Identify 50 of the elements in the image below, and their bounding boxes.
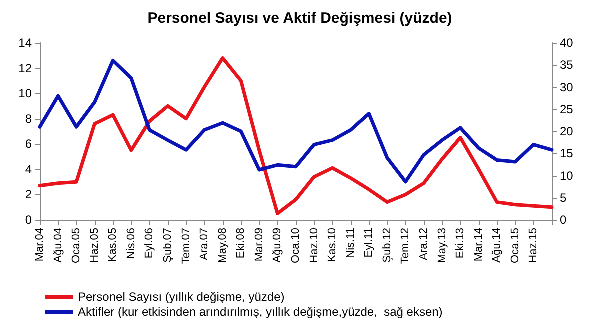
y-tick-label: 10 [18,86,32,101]
x-tick-label: Oca.15 [509,228,522,264]
x-tick-label: Mar.14 [472,228,485,262]
y2-tick-label: 10 [560,168,574,183]
y2-tick-label: 30 [560,80,574,94]
y-tick-label: 14 [18,36,32,50]
x-tick-label: Eki.13 [454,228,467,259]
y2-tick-label: 5 [560,190,567,205]
x-tick-label: Nis.06 [125,228,138,260]
y2-tick-label: 0 [560,213,567,227]
y2-tick-label: 20 [560,124,574,138]
x-tick-label: Mar.09 [253,228,266,262]
x-tick-label: Şub.12 [381,228,394,263]
x-tick-label: Ağu.14 [491,228,504,263]
x-tick-label: Kas.10 [326,228,339,262]
x-tick-label: Kas.05 [107,228,120,262]
y-tick-label: 12 [18,61,32,76]
x-tick-label: Oca.05 [70,228,83,264]
x-tick-label: Oca.10 [290,228,302,264]
x-tick-label: Eyl.11 [363,228,376,258]
x-tick-label: May.13 [436,228,448,264]
y-tick-label: 6 [25,137,32,152]
x-tick-label: Ağu.04 [52,228,64,263]
y-tick-label: 4 [25,162,32,176]
x-tick-label: Ara.07 [198,228,211,260]
x-tick-label: Ara.12 [418,228,430,260]
x-tick-label: Eki.08 [235,228,248,259]
y-tick-label: 0 [25,213,32,227]
x-tick-label: Eyl.06 [144,228,156,259]
x-tick-label: May.08 [216,228,229,264]
line-series [38,58,554,184]
y-tick-label: 2 [25,188,32,202]
x-tick-label: Mar.04 [34,228,46,262]
legend-label: Personel Sayısı (yıllık değişme, yüzde) [78,290,285,304]
x-tick-label: Nis.11 [344,228,357,258]
y-tick-label: 8 [25,112,32,126]
y2-tick-label: 15 [560,146,574,161]
line-series [38,56,554,216]
x-tick-label: Tem.12 [400,228,412,264]
legend-label: Aktifler (kur etkisinden arındırılmış, yıllık değişme,yüzde, sağ eksen) [78,305,443,319]
x-tick-label: Tem.07 [180,228,192,264]
y2-tick-label: 25 [560,102,574,116]
x-tick-label: Haz.15 [528,228,540,263]
y2-tick-label: 40 [560,36,574,50]
x-tick-label: Ağu.09 [272,228,284,263]
x-tick-label: Haz.10 [308,228,320,263]
x-tick-label: Şub.07 [162,228,174,263]
chart-title: Personel Sayısı ve Aktif Değişmesi (yüzde) [148,10,452,27]
y2-tick-label: 35 [560,58,574,72]
x-tick-label: Haz.05 [88,228,101,263]
